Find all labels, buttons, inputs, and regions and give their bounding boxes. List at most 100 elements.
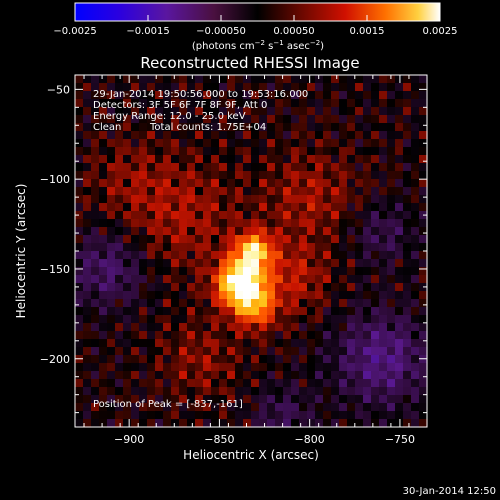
heatmap-cell — [419, 267, 428, 276]
heatmap-cell — [363, 387, 372, 396]
heatmap-cell — [411, 275, 420, 284]
heatmap-cell — [203, 155, 212, 164]
heatmap-cell — [331, 115, 340, 124]
heatmap-cell — [299, 339, 308, 348]
heatmap-cell — [91, 411, 100, 420]
heatmap-cell — [267, 251, 276, 260]
heatmap-cell — [323, 163, 332, 172]
heatmap-cell — [123, 291, 132, 300]
heatmap-cell — [83, 411, 92, 420]
heatmap-cell — [195, 419, 204, 428]
heatmap-cell — [395, 411, 404, 420]
heatmap-cell — [187, 243, 196, 252]
heatmap-cell — [411, 419, 420, 428]
heatmap-cell — [235, 379, 244, 388]
heatmap-cell — [147, 323, 156, 332]
heatmap-cell — [283, 243, 292, 252]
heatmap-cell — [243, 387, 252, 396]
heatmap-cell — [155, 411, 164, 420]
heatmap-cell — [219, 155, 228, 164]
heatmap-cell — [83, 243, 92, 252]
heatmap-cell — [371, 211, 380, 220]
heatmap-cell — [339, 251, 348, 260]
heatmap-cell — [347, 275, 356, 284]
heatmap-cell — [243, 355, 252, 364]
heatmap-cell — [363, 371, 372, 380]
heatmap-cell — [419, 171, 428, 180]
heatmap-cell — [291, 83, 300, 92]
heatmap-cell — [283, 195, 292, 204]
heatmap-cell — [171, 147, 180, 156]
heatmap-cell — [283, 187, 292, 196]
heatmap-cell — [131, 259, 140, 268]
heatmap-cell — [211, 379, 220, 388]
heatmap-cell — [147, 363, 156, 372]
heatmap-cell — [275, 195, 284, 204]
heatmap-cell — [283, 371, 292, 380]
heatmap-cell — [147, 211, 156, 220]
heatmap-cell — [283, 179, 292, 188]
heatmap-cell — [323, 291, 332, 300]
heatmap-cell — [275, 83, 284, 92]
heatmap-cell — [307, 355, 316, 364]
heatmap-cell — [363, 171, 372, 180]
heatmap-cell — [91, 283, 100, 292]
heatmap-cell — [411, 139, 420, 148]
heatmap-cell — [123, 403, 132, 412]
heatmap-cell — [363, 299, 372, 308]
heatmap-cell — [115, 363, 124, 372]
heatmap-cell — [243, 419, 252, 428]
heatmap-cell — [115, 131, 124, 140]
heatmap-cell — [179, 75, 188, 84]
heatmap-cell — [355, 403, 364, 412]
heatmap-cell — [195, 403, 204, 412]
heatmap-cell — [123, 131, 132, 140]
heatmap-cell — [91, 123, 100, 132]
heatmap-cell — [219, 307, 228, 316]
heatmap-cell — [323, 283, 332, 292]
heatmap-cell — [179, 363, 188, 372]
heatmap-cell — [91, 147, 100, 156]
heatmap-cell — [219, 411, 228, 420]
heatmap-cell — [91, 155, 100, 164]
heatmap-cell — [371, 163, 380, 172]
heatmap-cell — [371, 187, 380, 196]
heatmap-cell — [403, 363, 412, 372]
heatmap-cell — [155, 291, 164, 300]
heatmap-cell — [171, 107, 180, 116]
heatmap-cell — [91, 107, 100, 116]
heatmap-cell — [371, 107, 380, 116]
heatmap-cell — [211, 323, 220, 332]
heatmap-cell — [291, 395, 300, 404]
heatmap-cell — [91, 219, 100, 228]
heatmap-cell — [259, 147, 268, 156]
heatmap-cell — [403, 203, 412, 212]
heatmap-cell — [171, 115, 180, 124]
heatmap-cell — [123, 195, 132, 204]
heatmap-cell — [75, 91, 84, 100]
heatmap-cell — [187, 235, 196, 244]
heatmap-cell — [179, 187, 188, 196]
heatmap-cell — [259, 267, 268, 276]
heatmap-cell — [331, 195, 340, 204]
heatmap-cell — [363, 195, 372, 204]
heatmap-cell — [195, 267, 204, 276]
heatmap-cell — [283, 267, 292, 276]
heatmap-cell — [195, 395, 204, 404]
heatmap-cell — [75, 139, 84, 148]
heatmap-cell — [379, 107, 388, 116]
colorbar — [74, 2, 441, 22]
heatmap-cell — [395, 123, 404, 132]
heatmap-cell — [179, 347, 188, 356]
heatmap-cell — [299, 131, 308, 140]
heatmap-cell — [339, 395, 348, 404]
heatmap-cell — [99, 355, 108, 364]
heatmap-cell — [195, 219, 204, 228]
heatmap-cell — [163, 403, 172, 412]
heatmap-cell — [291, 323, 300, 332]
heatmap-cell — [187, 171, 196, 180]
heatmap-cell — [347, 99, 356, 108]
heatmap-cell — [299, 219, 308, 228]
heatmap-cell — [251, 147, 260, 156]
heatmap-cell — [259, 75, 268, 84]
